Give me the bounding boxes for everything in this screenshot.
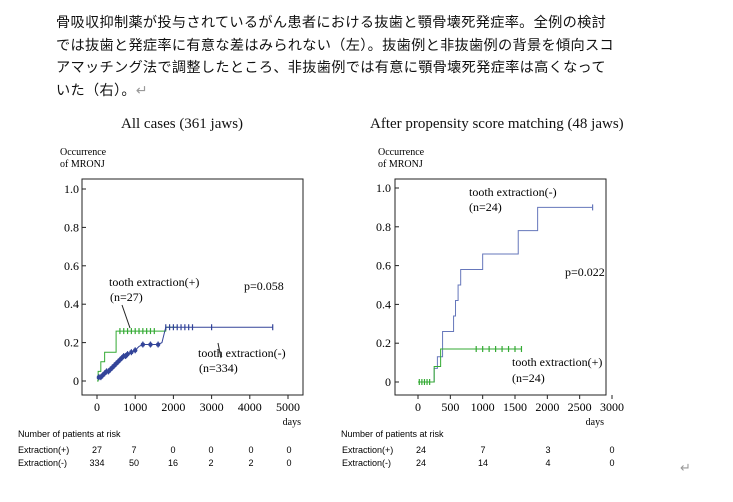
x-tick-label-1-0: 0 — [415, 400, 421, 414]
y-tick-label-0-0: 0 — [73, 374, 79, 388]
series-label-1-0: tooth extraction(-) — [469, 185, 557, 199]
series-label-0-1: tooth extraction(-) — [198, 346, 286, 360]
censor-dot-0-1-18 — [140, 342, 146, 347]
at-risk-title-0: Number of patients at risk — [18, 429, 121, 439]
y-tick-label-1-3: 0.6 — [376, 259, 391, 273]
at-risk-value-1-1-0: 24 — [416, 458, 426, 468]
series-pointer-0-1 — [217, 342, 222, 359]
x-tick-label-1-1: 500 — [441, 400, 459, 414]
at-risk-value-0-1-0: 334 — [89, 458, 104, 468]
at-risk-value-0-0-5: 0 — [286, 445, 291, 455]
series-n-1-1: (n=24) — [512, 371, 545, 385]
y-tick-label-1-2: 0.4 — [376, 297, 391, 311]
p-value-0: p=0.058 — [244, 279, 284, 293]
at-risk-title-1: Number of patients at risk — [341, 429, 444, 439]
x-tick-label-1-2: 1000 — [471, 400, 495, 414]
at-risk-row-label-1-0: Extraction(+) — [342, 445, 393, 455]
at-risk-value-0-0-0: 27 — [92, 445, 102, 455]
series-n-0-0: (n=27) — [110, 290, 143, 304]
plot-frame-0 — [81, 178, 304, 396]
at-risk-value-1-0-1: 7 — [480, 445, 485, 455]
x-tick-label-0-1: 1000 — [123, 400, 147, 414]
x-tick-label-1-6: 3000 — [600, 400, 624, 414]
ylabel-line1-1: Occurrence — [378, 147, 425, 158]
at-risk-value-1-1-1: 14 — [478, 458, 488, 468]
caption-line-2: では抜歯と発症率に有意な差はみられない（左）。抜歯例と非抜歯例の背景を傾向スコ — [56, 37, 614, 54]
y-tick-label-1-5: 1.0 — [376, 181, 391, 195]
return-mark-bottom: ↵ — [680, 461, 691, 476]
at-risk-row-label-0-1: Extraction(-) — [18, 458, 67, 468]
series-label-1-1: tooth extraction(+) — [512, 355, 602, 369]
xlabel-1: days — [586, 417, 604, 428]
x-tick-label-0-5: 5000 — [276, 400, 300, 414]
at-risk-value-0-1-3: 2 — [208, 458, 213, 468]
xlabel-0: days — [283, 417, 301, 428]
p-value-1: p=0.022 — [565, 265, 605, 279]
right-chart-title: After propensity score matching (48 jaws… — [370, 116, 624, 132]
left-chart-title: All cases (361 jaws) — [121, 116, 244, 132]
ylabel-line2-0: of MRONJ — [60, 159, 105, 170]
at-risk-value-0-0-4: 0 — [248, 445, 253, 455]
ylabel-line2-1: of MRONJ — [378, 159, 423, 170]
at-risk-value-1-0-3: 0 — [609, 445, 614, 455]
x-tick-label-1-5: 2500 — [568, 400, 592, 414]
series-pointer-0-0 — [121, 304, 131, 329]
x-tick-label-0-0: 0 — [94, 400, 100, 414]
plot-frame-1 — [394, 178, 607, 396]
y-tick-label-0-2: 0.4 — [64, 297, 79, 311]
at-risk-value-0-1-4: 2 — [248, 458, 253, 468]
series-line-1-0 — [418, 206, 593, 383]
x-tick-label-0-2: 2000 — [161, 400, 185, 414]
series-label-0-0: tooth extraction(+) — [109, 275, 199, 289]
y-tick-label-0-3: 0.6 — [64, 259, 79, 273]
censor-dot-0-1-17 — [133, 348, 138, 353]
caption-paragraph: 骨吸収抑制薬が投与されているがん患者における抜歯と顎骨壊死発症率。全例の検討 で… — [56, 12, 706, 102]
y-tick-label-0-4: 0.8 — [64, 220, 79, 234]
censor-dot-0-1-20 — [155, 342, 161, 347]
at-risk-value-1-1-3: 0 — [609, 458, 614, 468]
ylabel-line1-0: Occurrence — [60, 147, 107, 158]
y-tick-label-1-4: 0.8 — [376, 220, 391, 234]
series-n-0-1: (n=334) — [199, 361, 238, 375]
x-tick-label-0-3: 3000 — [200, 400, 224, 414]
series-line-1-1 — [418, 348, 522, 383]
at-risk-value-1-1-2: 4 — [545, 458, 550, 468]
at-risk-value-1-0-2: 3 — [545, 445, 550, 455]
x-tick-label-1-4: 2000 — [535, 400, 559, 414]
censor-dot-0-1-15 — [125, 351, 130, 357]
censor-dot-0-1-19 — [148, 342, 153, 347]
series-line-0-0 — [97, 326, 178, 382]
x-tick-label-0-4: 4000 — [238, 400, 262, 414]
at-risk-value-0-1-2: 16 — [168, 458, 178, 468]
at-risk-value-0-1-1: 50 — [129, 458, 139, 468]
at-risk-value-0-1-5: 0 — [286, 458, 291, 468]
y-tick-label-1-1: 0.2 — [376, 336, 391, 350]
at-risk-value-0-0-2: 0 — [170, 445, 175, 455]
censor-dot-0-1-16 — [129, 350, 134, 355]
y-tick-label-0-1: 0.2 — [64, 336, 79, 350]
caption-line-1: 骨吸収抑制薬が投与されているがん患者における抜歯と顎骨壊死発症率。全例の検討 — [56, 15, 607, 31]
y-tick-label-1-0: 0 — [385, 375, 391, 389]
at-risk-value-1-0-0: 24 — [416, 445, 426, 455]
at-risk-value-0-0-3: 0 — [208, 445, 213, 455]
at-risk-value-0-0-1: 7 — [131, 445, 136, 455]
caption-line-3: アマッチング法で調整したところ、非抜歯例では有意に顎骨壊死発症率は高くなって — [56, 60, 606, 76]
at-risk-row-label-1-1: Extraction(-) — [342, 458, 391, 468]
return-mark: ↵ — [135, 82, 149, 99]
caption-line-4: いた（右）。 — [56, 82, 136, 99]
y-tick-label-0-5: 1.0 — [64, 182, 79, 196]
at-risk-row-label-0-0: Extraction(+) — [18, 445, 69, 455]
x-tick-label-1-3: 1500 — [503, 400, 527, 414]
series-n-1-0: (n=24) — [469, 200, 502, 214]
